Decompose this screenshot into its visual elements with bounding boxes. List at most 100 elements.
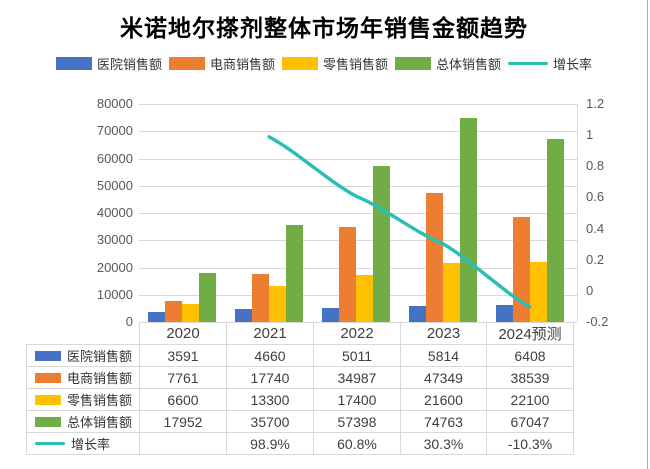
- value-cell-医院销售额-2023: 5814: [400, 344, 487, 367]
- gridline: [139, 158, 577, 160]
- gridline: [139, 267, 577, 269]
- left-axis-tick-label: 10000: [96, 286, 133, 302]
- category-label-2020: 2020: [139, 322, 227, 345]
- bar-总体销售额-2024预测: [546, 139, 564, 322]
- bar-医院销售额-2020: [148, 312, 166, 322]
- value-cell-总体销售额-2023: 74763: [400, 410, 487, 433]
- category-label-2021: 2021: [226, 322, 314, 345]
- legend-item-电商销售额[interactable]: 电商销售额: [168, 54, 275, 73]
- left-axis-tick-label: 70000: [96, 123, 133, 139]
- right-axis-tick-label: 1: [586, 127, 594, 143]
- legend-label: 总体销售额: [436, 57, 502, 72]
- series-name-label: 零售销售额: [67, 393, 133, 408]
- legend-color-swatch-总体销售额: [395, 57, 431, 70]
- value-cell-增长率-2020: [139, 432, 227, 455]
- series-name-label: 总体销售额: [67, 415, 133, 430]
- legend-line-swatch-增长率: [508, 62, 549, 65]
- legend-item-增长率[interactable]: 增长率: [508, 54, 592, 73]
- chart-title: 米诺地尔搽剂整体市场年销售金额趋势: [120, 15, 528, 41]
- series-color-swatch-总体销售额: [35, 416, 61, 427]
- table-row-零售销售额: 零售销售额 6600 13300 17400 21600 22100: [26, 388, 574, 411]
- bar-电商销售额-2021: [252, 273, 270, 322]
- table-header-row: 2020 2021 2022 2023 2024预测: [27, 322, 574, 345]
- legend-label: 增长率: [553, 57, 593, 72]
- left-axis-tick-label: 0: [125, 314, 133, 329]
- table-row-总体销售额: 总体销售额 17952 35700 57398 74763 67047: [26, 410, 574, 433]
- bar-电商销售额-2023: [425, 192, 443, 322]
- value-cell-零售销售额-2023: 21600: [400, 388, 487, 411]
- category-label-2023: 2023: [400, 322, 487, 345]
- table-row-电商销售额: 电商销售额 7761 17740 34987 47349 38539: [26, 366, 574, 389]
- right-axis-tick-label: 0: [586, 282, 594, 298]
- plot-right-border: [577, 104, 578, 322]
- table-row-医院销售额: 医院销售额 3591 4660 5011 5814 6408: [26, 344, 574, 367]
- value-cell-医院销售额-2021: 4660: [226, 344, 314, 367]
- value-cell-增长率-2023: 30.3%: [400, 432, 487, 455]
- bar-电商销售额-2022: [339, 226, 356, 322]
- left-axis-tick-label: 60000: [96, 150, 133, 166]
- legend-color-swatch-医院销售额: [55, 57, 92, 70]
- value-cell-零售销售额-2024预测: 22100: [486, 388, 574, 411]
- bar-总体销售额-2022: [373, 165, 390, 322]
- series-color-swatch-电商销售额: [35, 372, 61, 383]
- bar-零售销售额-2020: [182, 304, 200, 322]
- gridline: [139, 104, 577, 105]
- bar-电商销售额-2024预测: [512, 216, 530, 322]
- value-cell-电商销售额-2021: 17740: [226, 366, 314, 389]
- value-cell-电商销售额-2020: 7761: [139, 366, 227, 389]
- bar-总体销售额-2023: [459, 118, 477, 322]
- legend-color-swatch-零售销售额: [281, 57, 318, 70]
- bar-医院销售额-2022: [322, 308, 339, 322]
- gridline: [139, 240, 577, 242]
- left-axis-tick-label: 20000: [96, 259, 133, 275]
- window-right-border: [647, 0, 648, 469]
- chart-data-table: 2020 2021 2022 2023 2024预测医院销售额 3591 4660 5011 5…: [26, 322, 574, 455]
- legend-item-医院销售额[interactable]: 医院销售额: [55, 54, 162, 73]
- value-cell-电商销售额-2022: 34987: [313, 366, 401, 389]
- series-color-swatch-医院销售额: [35, 350, 61, 361]
- bar-医院销售额-2024预测: [495, 304, 513, 322]
- legend-item-零售销售额[interactable]: 零售销售额: [281, 54, 388, 73]
- value-cell-总体销售额-2021: 35700: [226, 410, 314, 433]
- value-cell-增长率-2024预测: -10.3%: [486, 432, 574, 455]
- bar-零售销售额-2024预测: [529, 261, 547, 322]
- table-corner-cell: [27, 323, 140, 345]
- bar-零售销售额-2022: [356, 274, 373, 322]
- legend-color-swatch-电商销售额: [168, 57, 205, 70]
- series-label-inner: 医院销售额: [28, 346, 139, 365]
- legend-item-总体销售额[interactable]: 总体销售额: [395, 54, 501, 73]
- series-label-cell-零售销售额: 零售销售额: [26, 388, 140, 411]
- series-label-inner: 零售销售额: [28, 390, 139, 409]
- category-label-2024预测: 2024预测: [486, 322, 574, 345]
- right-axis-tick-label: 0.8: [586, 158, 605, 174]
- series-label-cell-增长率: 增长率: [26, 432, 140, 455]
- value-cell-增长率-2022: 60.8%: [313, 432, 401, 455]
- series-name-label: 医院销售额: [67, 349, 133, 364]
- value-cell-医院销售额-2022: 5011: [313, 344, 401, 367]
- value-cell-医院销售额-2020: 3591: [139, 344, 227, 367]
- bar-医院销售额-2023: [408, 306, 426, 322]
- value-cell-电商销售额-2023: 47349: [400, 366, 487, 389]
- right-axis-tick-label: 1.2: [586, 96, 605, 111]
- value-cell-零售销售额-2021: 13300: [226, 388, 314, 411]
- series-label-inner: 电商销售额: [28, 368, 139, 387]
- value-cell-电商销售额-2024预测: 38539: [486, 366, 574, 389]
- legend-label: 电商销售额: [209, 57, 275, 72]
- series-label-inner: 增长率: [28, 434, 139, 453]
- value-cell-增长率-2021: 98.9%: [226, 432, 314, 455]
- table-row-增长率: 增长率 98.9% 60.8% 30.3% -10.3%: [26, 432, 574, 455]
- chart-legend: 医院销售额 电商销售额 零售销售额 总体销售额 增长率: [0, 54, 648, 73]
- value-cell-零售销售额-2020: 6600: [139, 388, 227, 411]
- right-axis-tick-label: 0.4: [586, 220, 605, 236]
- bar-总体销售额-2021: [286, 224, 304, 322]
- series-label-cell-电商销售额: 电商销售额: [26, 366, 140, 389]
- bar-电商销售额-2020: [165, 300, 183, 322]
- left-axis-tick-label: 40000: [96, 205, 133, 220]
- gridline: [139, 131, 577, 133]
- bar-零售销售额-2021: [269, 285, 287, 322]
- legend-label: 医院销售额: [96, 57, 162, 72]
- value-cell-医院销售额-2024预测: 6408: [486, 344, 574, 367]
- series-line-swatch-增长率: [35, 442, 65, 445]
- left-axis-tick-label: 50000: [96, 177, 133, 193]
- series-name-label: 增长率: [71, 437, 111, 452]
